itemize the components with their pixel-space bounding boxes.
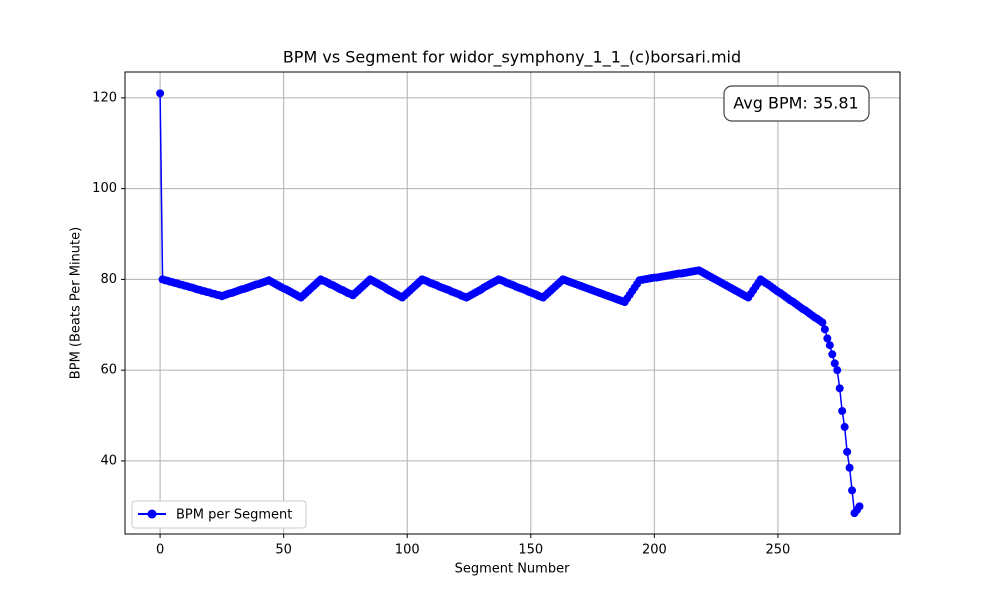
data-point <box>823 334 832 343</box>
legend-marker <box>147 509 157 519</box>
legend-label: BPM per Segment <box>176 508 292 523</box>
legend: BPM per Segment <box>131 500 307 529</box>
x-tick-label: 0 <box>156 543 164 558</box>
x-axis-label: Segment Number <box>455 562 571 577</box>
annotation: Avg BPM: 35.81 <box>733 94 858 113</box>
data-point <box>855 502 864 511</box>
x-tick-label: 100 <box>395 543 420 558</box>
data-point <box>825 341 834 350</box>
legend-box <box>131 500 307 529</box>
data-point <box>845 463 854 472</box>
plot-frame <box>124 71 901 535</box>
y-axis-label: BPM (Beats Per Minute) <box>69 227 84 379</box>
x-tick-label: 50 <box>275 543 292 558</box>
data-point <box>848 486 857 495</box>
data-point <box>156 89 165 98</box>
data-point <box>833 366 842 375</box>
y-tick-label: 80 <box>100 272 117 287</box>
data-point <box>818 318 827 327</box>
grid: 0 50 100 150 200 250 40 60 80 100 120 <box>92 72 900 558</box>
x-tick-label: 150 <box>518 543 543 558</box>
data-point <box>843 447 852 456</box>
data-point <box>820 325 829 334</box>
x-tick-label: 250 <box>766 543 791 558</box>
data-point <box>838 407 847 416</box>
annotation-box <box>723 85 870 122</box>
data-point <box>828 350 837 359</box>
x-tick-label: 200 <box>642 543 667 558</box>
y-tick-label: 40 <box>100 453 117 468</box>
chart-title: BPM vs Segment for widor_symphony_1_1_(c… <box>283 48 741 68</box>
data-point <box>835 384 844 393</box>
y-tick-label: 60 <box>100 363 117 378</box>
y-tick-label: 100 <box>92 181 117 196</box>
data-point <box>830 359 839 368</box>
data-point <box>840 422 849 431</box>
y-tick-label: 120 <box>92 90 117 105</box>
plot <box>156 89 864 518</box>
